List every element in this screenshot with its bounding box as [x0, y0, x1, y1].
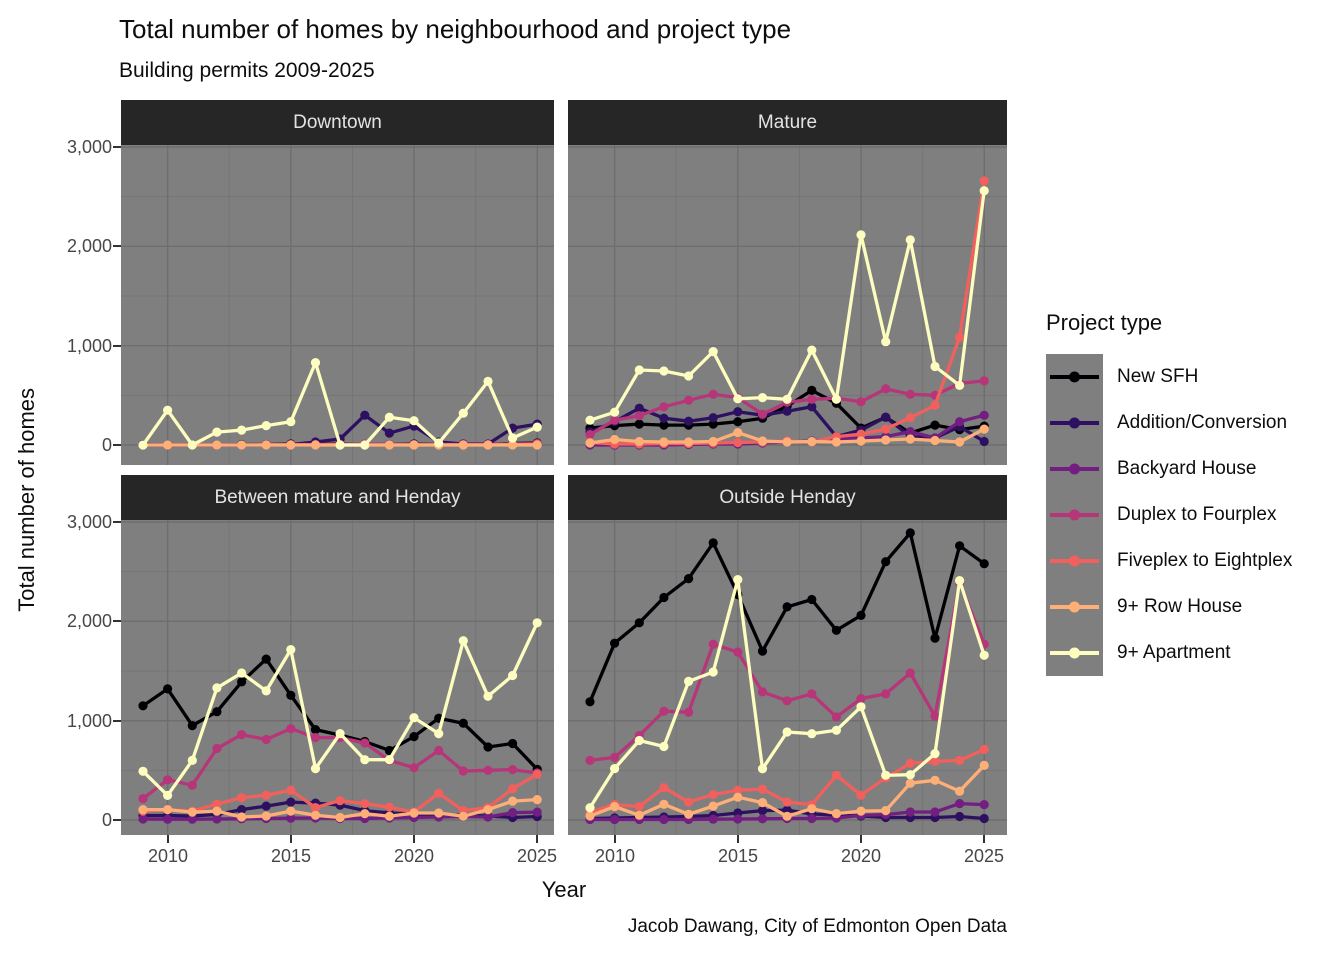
x-axis-tick [737, 835, 739, 843]
series-apartment [585, 186, 989, 425]
y-axis-tick [113, 819, 121, 821]
legend-label: Addition/Conversion [1117, 412, 1288, 433]
x-axis-tick-label: 2010 [594, 846, 636, 866]
series-new_sfh [585, 528, 989, 707]
legend-label: New SFH [1117, 366, 1199, 387]
x-axis-tick-label: 2020 [840, 846, 882, 866]
series-apartment [138, 358, 542, 450]
facet-panel-mature [568, 145, 1007, 465]
y-axis-tick-label: 2,000 [66, 611, 112, 631]
legend-item-backyard: Backyard House [1046, 446, 1292, 492]
legend-item-rowhouse: 9+ Row House [1046, 584, 1292, 630]
x-axis-tick-label: 2015 [717, 846, 759, 866]
series-apartment [585, 575, 989, 813]
x-axis-tick-label: 2010 [147, 846, 189, 866]
legend-items: New SFH Addition/Conversion Backyard House… [1046, 354, 1292, 676]
facet-strip-mature: Mature [568, 100, 1007, 145]
legend-label: Fiveplex to Eightplex [1117, 550, 1293, 571]
x-axis-tick [614, 835, 616, 843]
facet-strip-label: Outside Henday [719, 486, 856, 508]
facet-strip-between: Between mature and Henday [121, 475, 554, 520]
legend-label: 9+ Row House [1117, 596, 1243, 617]
series-apartment [138, 618, 542, 800]
facet-panel-downtown [121, 145, 554, 465]
facet-strip-label: Downtown [293, 111, 382, 133]
legend: Project type New SFH Addition/Conversion B… [1046, 310, 1292, 676]
legend-item-new_sfh: New SFH [1046, 354, 1292, 400]
x-axis-tick [167, 835, 169, 843]
legend-label: Duplex to Fourplex [1117, 504, 1277, 525]
y-axis-tick [113, 620, 121, 622]
facet-strip-label: Mature [757, 111, 818, 133]
legend-item-apartment: 9+ Apartment [1046, 630, 1292, 676]
y-axis-tick [113, 720, 121, 722]
y-axis-tick [113, 521, 121, 523]
facet-strip-downtown: Downtown [121, 100, 554, 145]
facet-strip-outside: Outside Henday [568, 475, 1007, 520]
y-axis-tick [113, 444, 121, 446]
x-axis-tick-label: 2025 [963, 846, 1005, 866]
series-rowhouse [585, 424, 989, 448]
x-axis-tick [413, 835, 415, 843]
y-axis-tick-label: 1,000 [66, 711, 112, 731]
chart-subtitle: Building permits 2009-2025 [119, 59, 375, 82]
series-addition [585, 805, 989, 824]
series-rowhouse [585, 760, 989, 821]
y-axis-tick-label: 0 [101, 435, 112, 455]
series-rowhouse [138, 795, 542, 823]
legend-title: Project type [1046, 310, 1163, 335]
legend-key-new_sfh-icon [1046, 354, 1103, 400]
caption: Jacob Dawang, City of Edmonton Open Data [627, 916, 1007, 937]
y-axis-title: Total number of homes [14, 388, 39, 612]
legend-key-addition-icon [1046, 400, 1103, 446]
facet-strip-label: Between mature and Henday [214, 486, 461, 508]
x-axis-tick-label: 2020 [393, 846, 435, 866]
legend-item-fiveplex: Fiveplex to Eightplex [1046, 538, 1292, 584]
legend-key-backyard-icon [1046, 446, 1103, 492]
x-axis-tick [860, 835, 862, 843]
y-axis-tick-label: 3,000 [66, 137, 112, 157]
x-axis-tick [983, 835, 985, 843]
legend-key-duplex-icon [1046, 492, 1103, 538]
x-axis-tick-label: 2025 [516, 846, 558, 866]
chart-title: Total number of homes by neighbourhood a… [119, 14, 792, 44]
y-axis-tick-label: 0 [101, 810, 112, 830]
legend-key-fiveplex-icon [1046, 538, 1103, 584]
legend-item-addition: Addition/Conversion [1046, 400, 1292, 446]
y-axis-tick [113, 146, 121, 148]
legend-key-rowhouse-icon [1046, 584, 1103, 630]
facet-panel-between [121, 520, 554, 835]
y-axis-tick-label: 1,000 [66, 336, 112, 356]
x-axis-tick [290, 835, 292, 843]
legend-key-apartment-icon [1046, 630, 1103, 676]
legend-label: 9+ Apartment [1117, 642, 1231, 663]
facet-panel-outside [568, 520, 1007, 835]
y-axis-tick-label: 3,000 [66, 512, 112, 532]
y-axis-tick [113, 245, 121, 247]
legend-item-duplex: Duplex to Fourplex [1046, 492, 1292, 538]
y-axis-tick [113, 345, 121, 347]
y-axis-tick-label: 2,000 [66, 236, 112, 256]
x-axis-tick-label: 2015 [270, 846, 312, 866]
legend-label: Backyard House [1117, 458, 1257, 479]
x-axis-tick [536, 835, 538, 843]
x-axis-title: Year [541, 877, 587, 902]
